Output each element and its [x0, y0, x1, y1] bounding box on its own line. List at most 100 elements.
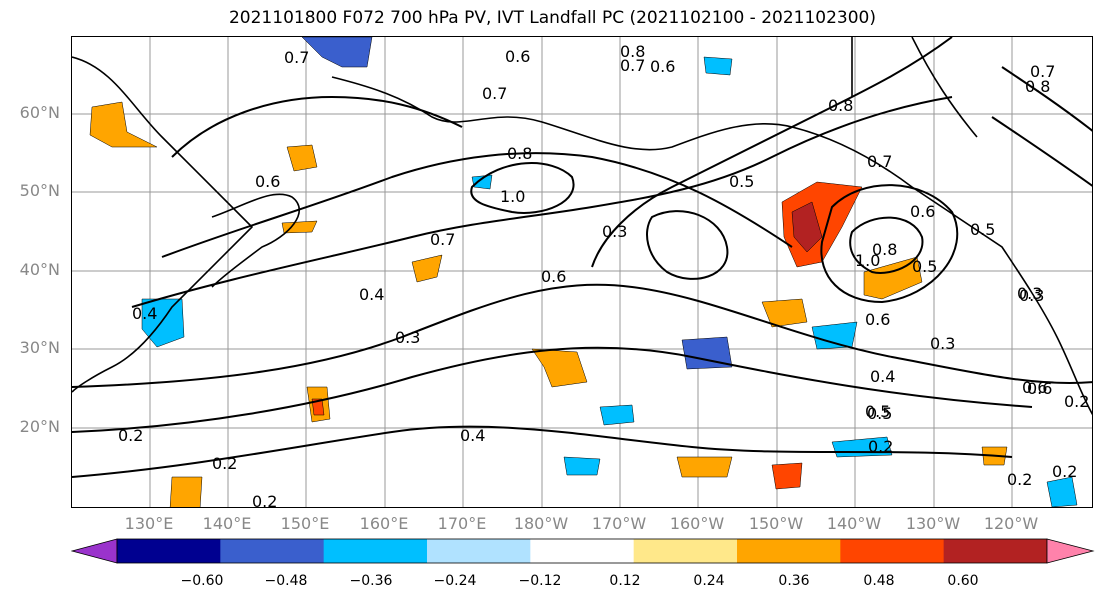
lat-label: 20°N	[19, 417, 60, 436]
map-svg: 0.7 0.6 0.8 0.7 0.6 0.7 0.8 0.7 0.8 0.7 …	[72, 37, 1092, 508]
contour-label: 0.7	[620, 56, 645, 75]
colorbar-tick-label: 0.24	[693, 573, 725, 589]
colorbar-segment	[530, 539, 635, 563]
contour-label: 0.5	[912, 257, 937, 276]
neg-anomaly-blob	[1046, 476, 1078, 507]
contour-label-group: 0.7 0.6 0.8 0.7 0.6 0.7 0.8 0.7 0.8 0.7 …	[118, 42, 1089, 508]
contour-label: 0.6	[1022, 378, 1047, 397]
colorbar-segments	[71, 538, 1095, 564]
colorbar-segment	[840, 539, 945, 563]
lon-label: 140°W	[826, 514, 882, 533]
lon-label: 120°W	[983, 514, 1039, 533]
pos-anomaly-blob	[169, 476, 203, 507]
contour-label: 0.4	[870, 367, 895, 386]
colorbar-tick-label: 0.12	[609, 573, 641, 589]
contour-label: 0.2	[1064, 392, 1089, 411]
contour-label: 0.7	[867, 152, 892, 171]
contour-label: 0.8	[620, 42, 645, 61]
contour-label: 0.8	[507, 144, 532, 163]
neg-anomaly-blob	[471, 174, 493, 190]
lat-label: 30°N	[19, 338, 60, 357]
colorbar	[71, 538, 1095, 564]
colorbar-segment	[117, 539, 221, 563]
contour-label: 0.4	[359, 285, 384, 304]
contour-label: 0.7	[430, 230, 455, 249]
contour-label: 0.6	[505, 47, 530, 66]
contour-label: 0.8	[828, 96, 853, 115]
contour-label: 1.0	[500, 187, 525, 206]
colorbar-tick-label: 0.36	[778, 573, 810, 589]
pos-anomaly-blob	[89, 101, 158, 148]
pos-anomaly-blob	[411, 254, 443, 283]
contour-label: 0.6	[650, 57, 675, 76]
contour-label: 0.7	[1030, 62, 1055, 81]
graticule	[72, 37, 1092, 507]
pos-anomaly-blob	[286, 144, 318, 172]
contour-label: 0.6	[255, 172, 280, 191]
contour-label: 0.6	[865, 310, 890, 329]
colorbar-segment	[427, 539, 531, 563]
neg-anomaly-blob	[599, 404, 635, 426]
colorbar-segment	[633, 539, 738, 563]
neg-anomaly-blob	[563, 456, 601, 476]
lat-label: 50°N	[19, 181, 60, 200]
lon-label: 130°W	[905, 514, 961, 533]
contour-label: 0.8	[872, 240, 897, 259]
colorbar-tick-label: −0.36	[349, 573, 393, 589]
pos-anomaly-blob	[771, 462, 803, 490]
neg-anomaly-blob	[681, 336, 733, 370]
contour-label: 0.3	[930, 334, 955, 353]
contour-label: 0.5	[867, 404, 892, 423]
colorbar-tick-label: −0.60	[180, 573, 224, 589]
neg-anomaly-blob	[301, 37, 373, 68]
colorbar-tick-label: 0.48	[863, 573, 895, 589]
pos-anomaly-blob	[311, 398, 325, 416]
contour-label: 0.5	[970, 220, 995, 239]
colorbar-extend-low	[71, 538, 118, 564]
contour-label: 0.4	[460, 426, 485, 445]
contour-label: 0.3	[1017, 284, 1042, 303]
contour-label: 0.2	[212, 454, 237, 473]
contour-label: 0.3	[1019, 286, 1044, 305]
contour-label: 0.5	[729, 172, 754, 191]
colorbar-tick-label: 0.60	[947, 573, 979, 589]
neg-anomaly-blob	[703, 56, 733, 76]
contour-label: 0.6	[910, 202, 935, 221]
lon-label: 150°E	[280, 514, 330, 533]
contour-label: 0.4	[132, 304, 157, 323]
colorbar-tick-label: −0.24	[433, 573, 477, 589]
pos-anomaly-blob	[761, 298, 808, 328]
colorbar-tick-label: −0.12	[518, 573, 562, 589]
pos-anomaly-blob	[531, 348, 588, 388]
colorbar-tick-label: −0.48	[264, 573, 308, 589]
contour-label: 0.7	[482, 84, 507, 103]
lon-label: 160°W	[669, 514, 725, 533]
contour-label: 0.5	[865, 402, 890, 421]
pv-anomaly-fills	[89, 37, 1078, 507]
lat-label: 60°N	[19, 103, 60, 122]
pos-anomaly-blob	[791, 201, 823, 253]
pos-anomaly-blob	[676, 456, 733, 478]
contour-label: 0.3	[602, 222, 627, 241]
map-panel[interactable]: 0.7 0.6 0.8 0.7 0.6 0.7 0.8 0.7 0.8 0.7 …	[71, 36, 1093, 508]
colorbar-segment	[220, 539, 325, 563]
colorbar-extend-high	[1046, 538, 1095, 564]
pos-anomaly-blob	[863, 256, 923, 300]
contour-label: 0.6	[1027, 379, 1052, 398]
contour-label: 0.2	[252, 492, 277, 508]
lon-label: 150°W	[748, 514, 804, 533]
contour-label: 1.0	[855, 251, 880, 270]
neg-anomaly-blob	[141, 298, 185, 348]
contour-label: 0.3	[395, 328, 420, 347]
pv-contours	[72, 37, 1092, 478]
contour-label: 0.6	[541, 267, 566, 286]
lon-label: 170°W	[591, 514, 647, 533]
coastlines	[72, 37, 1092, 416]
colorbar-segment	[323, 539, 428, 563]
pos-anomaly-blob	[281, 220, 318, 234]
colorbar-segment	[943, 539, 1048, 563]
lon-label: 130°E	[124, 514, 174, 533]
contour-label: 0.2	[118, 426, 143, 445]
lat-label: 40°N	[19, 260, 60, 279]
contour-label: 0.7	[284, 48, 309, 67]
